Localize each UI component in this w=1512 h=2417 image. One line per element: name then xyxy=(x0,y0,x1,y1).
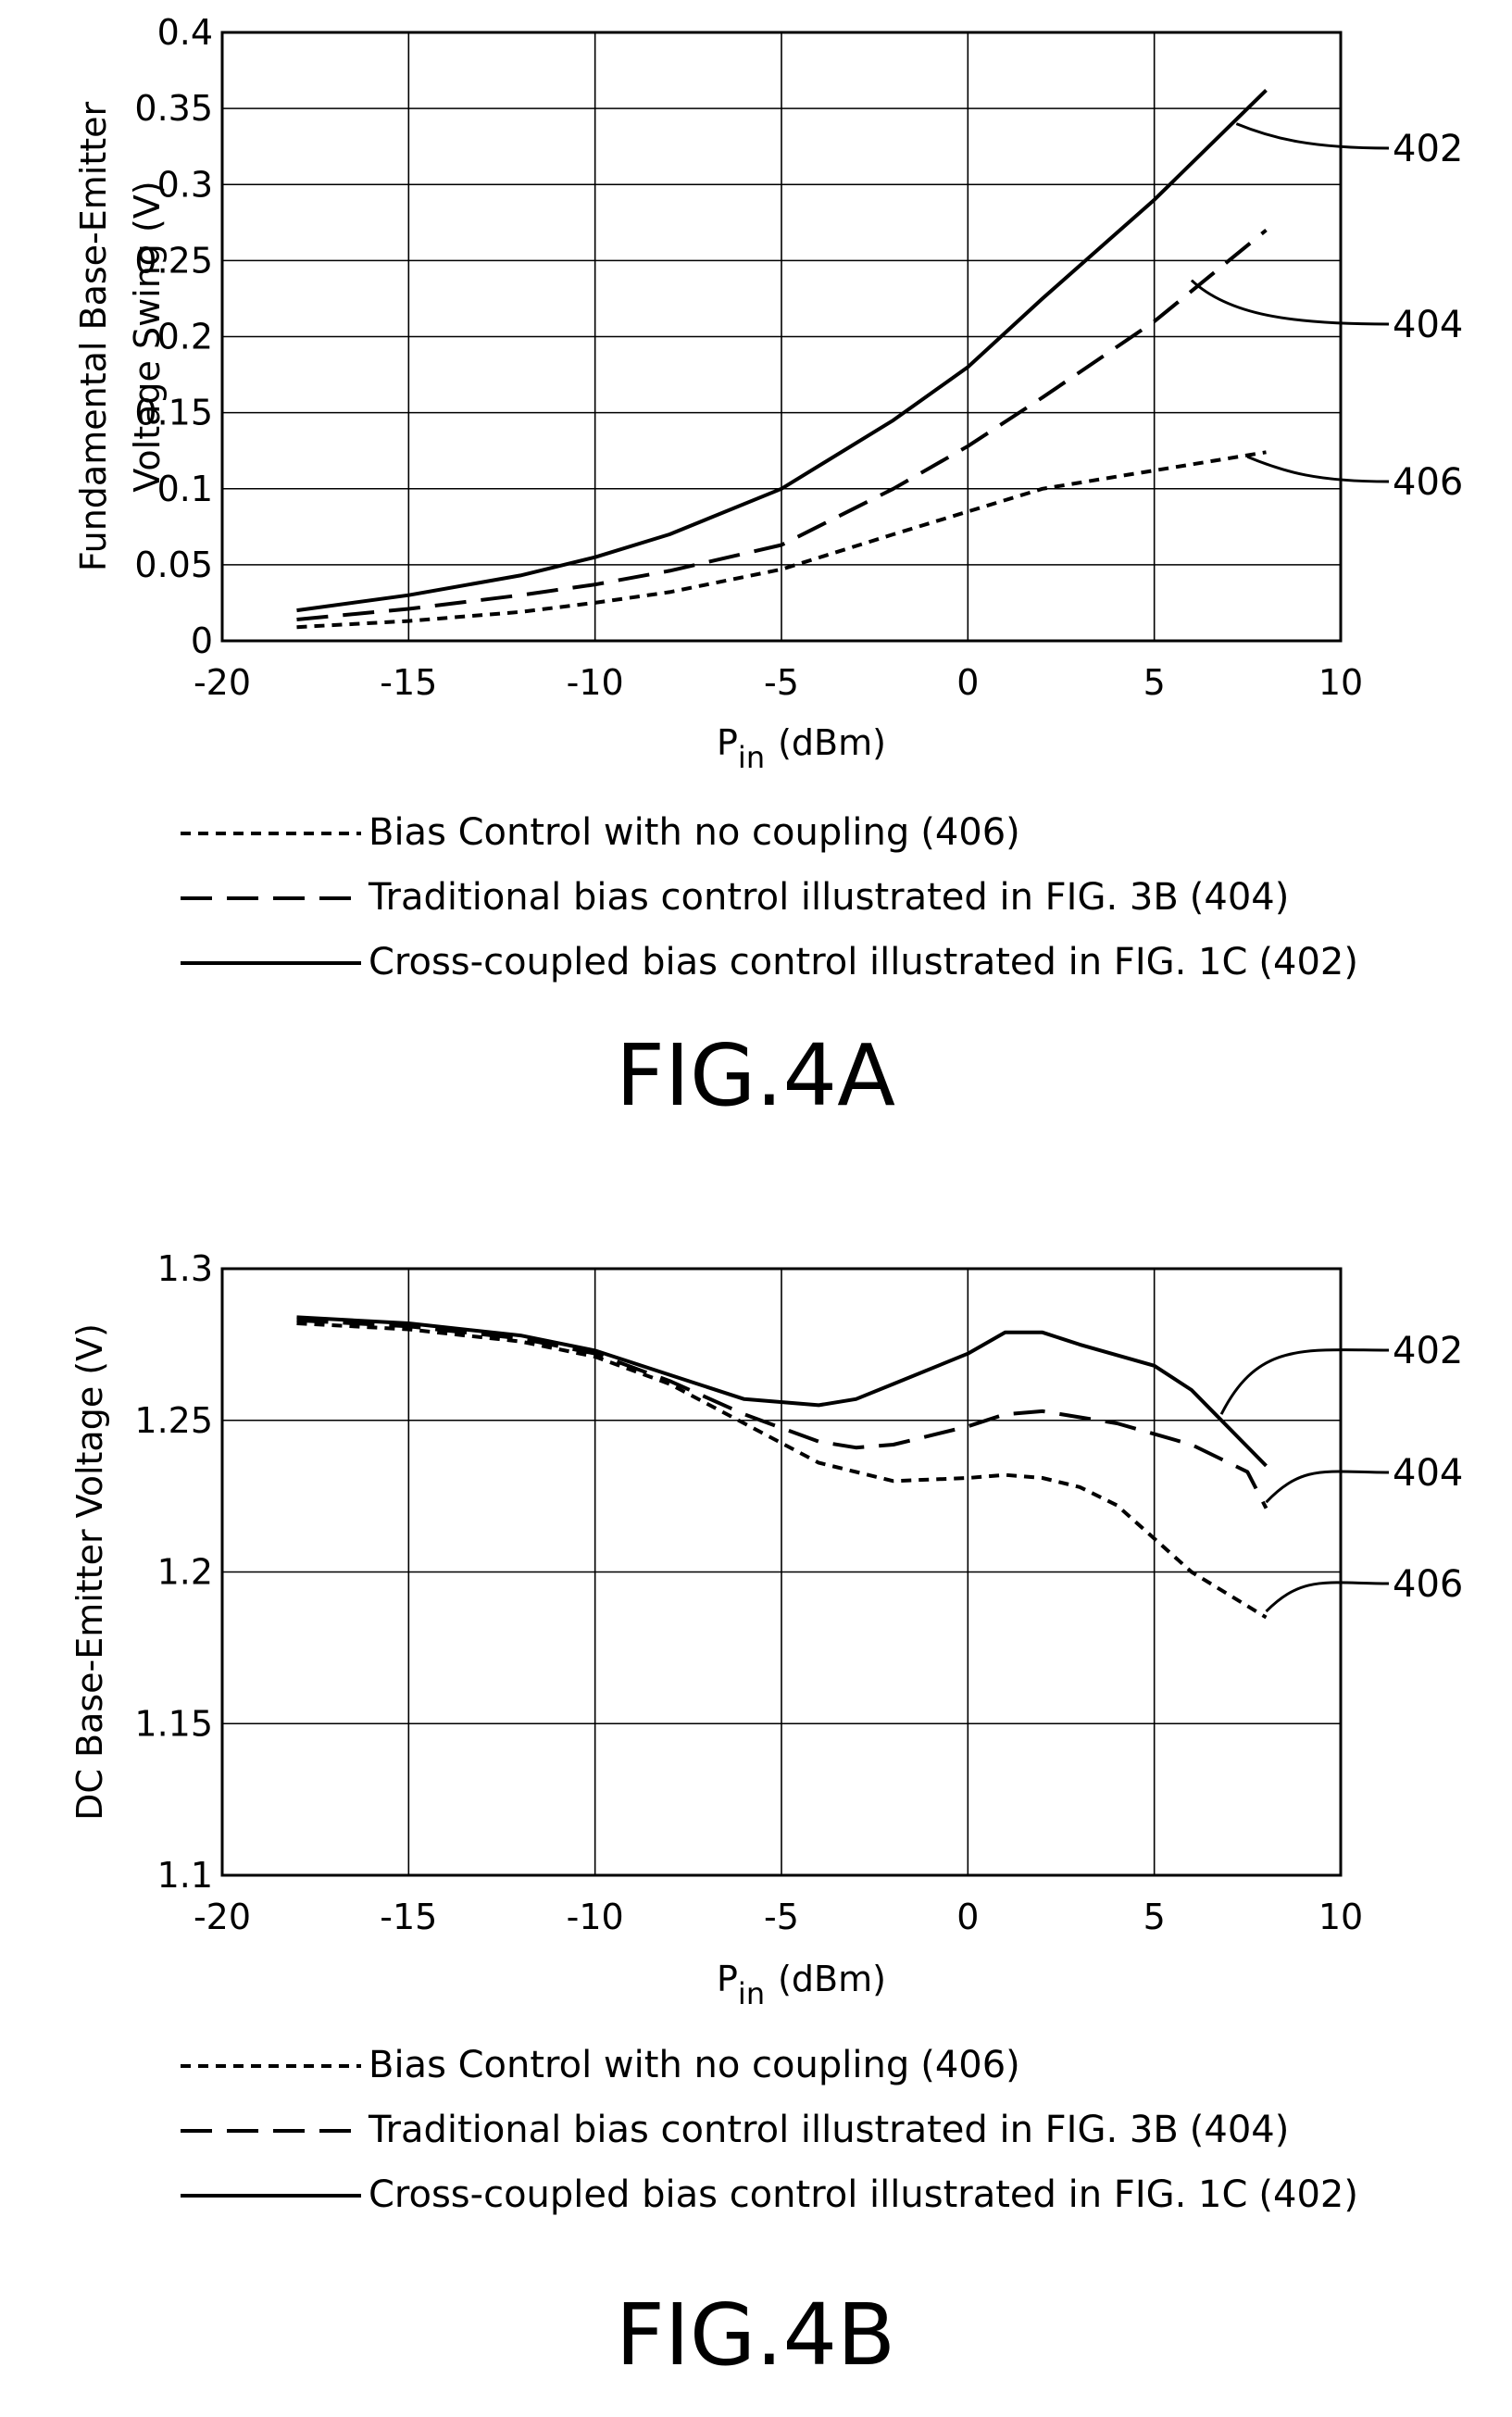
x-axis-label-sub: in xyxy=(738,740,765,775)
legend-entry-ref: (404) xyxy=(1190,2109,1290,2151)
series-line-402 xyxy=(296,1315,1268,1468)
x-axis-label: Pin (dBm) xyxy=(717,722,886,775)
callout-label-402: 402 xyxy=(1393,1330,1463,1372)
y-axis-label-line: Fundamental Base-Emitter xyxy=(73,101,114,571)
legend-entry-text: Cross-coupled bias control illustrated i… xyxy=(369,941,1247,983)
chart-fig-4b: -20 -15 -10 -5 0 5 10 1.1 1.15 1.2 1.25 1.3 402 404 40… xyxy=(69,1248,1463,2385)
x-tick-label: -5 xyxy=(764,662,799,703)
x-axis-label-unit: (dBm) xyxy=(778,722,886,763)
legend-entry-text: Traditional bias control illustrated in … xyxy=(368,876,1179,919)
x-axis-label-unit: (dBm) xyxy=(778,1959,886,1999)
series-line-404 xyxy=(296,1318,1268,1509)
legend-entry: Cross-coupled bias control illustrated i… xyxy=(369,2173,1358,2216)
y-tick-label: 0.35 xyxy=(134,88,213,129)
x-tick-label: 5 xyxy=(1143,662,1166,703)
y-tick-label: 0.4 xyxy=(157,12,213,53)
callout-leader xyxy=(1235,122,1390,150)
legend-entry: Bias Control with no coupling (406) xyxy=(369,811,1020,854)
legend-entry-ref: (402) xyxy=(1258,2173,1358,2216)
legend-entry: Bias Control with no coupling (406) xyxy=(369,2044,1020,2086)
series-line-402 xyxy=(296,88,1268,613)
x-tick-label: 5 xyxy=(1143,1897,1166,1937)
x-tick-label: -15 xyxy=(380,662,437,703)
legend-entry: Traditional bias control illustrated in … xyxy=(368,2109,1289,2151)
x-tick-label: -10 xyxy=(567,1897,624,1937)
y-tick-label: 1.15 xyxy=(134,1703,213,1744)
x-tick-label: 10 xyxy=(1318,1897,1363,1937)
figure-label: FIG.4A xyxy=(616,1026,895,1125)
y-axis-label-line: DC Base-Emitter Voltage (V) xyxy=(69,1323,110,1821)
x-tick-label: -5 xyxy=(764,1897,799,1937)
x-tick-label: -15 xyxy=(380,1897,437,1937)
legend-entry-text: Cross-coupled bias control illustrated i… xyxy=(369,2173,1247,2216)
legend-entry: Traditional bias control illustrated in … xyxy=(368,876,1289,919)
x-axis-label-main: P xyxy=(717,722,738,763)
callout-label-404: 404 xyxy=(1393,1452,1463,1495)
series-line-404 xyxy=(296,228,1268,621)
y-tick-label: 0 xyxy=(191,620,213,661)
x-tick-label: -20 xyxy=(194,662,251,703)
legend-entry-text: Bias Control with no coupling xyxy=(369,811,909,854)
y-tick-label: 0.2 xyxy=(157,317,213,357)
x-axis-label: Pin (dBm) xyxy=(717,1959,886,2011)
legend-entry-ref: (402) xyxy=(1258,941,1358,983)
y-tick-label: 0.15 xyxy=(134,393,213,433)
callout-label-404: 404 xyxy=(1393,304,1463,346)
callout-leader xyxy=(1246,455,1390,483)
callout-leader xyxy=(1265,1470,1390,1504)
x-axis-label-main: P xyxy=(717,1959,738,1999)
legend-entry-ref: (406) xyxy=(920,811,1020,854)
legend-entry-ref: (404) xyxy=(1190,876,1290,919)
y-tick-label: 0.25 xyxy=(134,240,213,281)
y-tick-label: 0.1 xyxy=(157,469,213,509)
callout-leader xyxy=(1190,279,1390,326)
x-axis-label-sub: in xyxy=(738,1976,765,2011)
plot-frame xyxy=(220,31,1343,643)
y-tick-label: 1.2 xyxy=(157,1552,213,1593)
x-tick-label: 0 xyxy=(956,662,979,703)
legend-entry-text: Bias Control with no coupling xyxy=(369,2044,909,2086)
x-tick-label: 0 xyxy=(956,1897,979,1937)
legend-entry: Cross-coupled bias control illustrated i… xyxy=(369,941,1358,983)
callout-label-402: 402 xyxy=(1393,128,1463,170)
series-line-406 xyxy=(296,450,1267,630)
y-tick-label: 1.1 xyxy=(157,1855,213,1896)
callout-label-406: 406 xyxy=(1393,461,1463,504)
chart-fig-4a: -20 -15 -10 -5 0 5 10 0 0.05 0.1 0.15 0.2 0.25 0.3 0.3… xyxy=(73,12,1463,1125)
legend-entry-text: Traditional bias control illustrated in … xyxy=(368,2109,1179,2151)
y-tick-label: 0.05 xyxy=(134,545,213,585)
legend-entry-ref: (406) xyxy=(920,2044,1020,2086)
series-line-406 xyxy=(296,1321,1268,1620)
callout-label-406: 406 xyxy=(1393,1563,1463,1606)
plot-frame xyxy=(220,1267,1343,1877)
y-tick-label: 1.3 xyxy=(157,1248,213,1289)
callout-leader xyxy=(1265,1581,1390,1613)
figure-label: FIG.4B xyxy=(616,2286,895,2385)
y-tick-label: 1.25 xyxy=(134,1400,213,1441)
x-tick-label: -20 xyxy=(194,1897,251,1937)
callout-leader xyxy=(1219,1348,1390,1415)
x-tick-label: -10 xyxy=(567,662,624,703)
y-axis-label-line: Voltage Swing (V) xyxy=(127,181,168,492)
y-axis-label: DC Base-Emitter Voltage (V) xyxy=(69,1323,110,1821)
y-tick-label: 0.3 xyxy=(157,164,213,205)
x-tick-label: 10 xyxy=(1318,662,1363,703)
y-axis-label: Fundamental Base-Emitter Voltage Swing (V… xyxy=(73,101,168,571)
